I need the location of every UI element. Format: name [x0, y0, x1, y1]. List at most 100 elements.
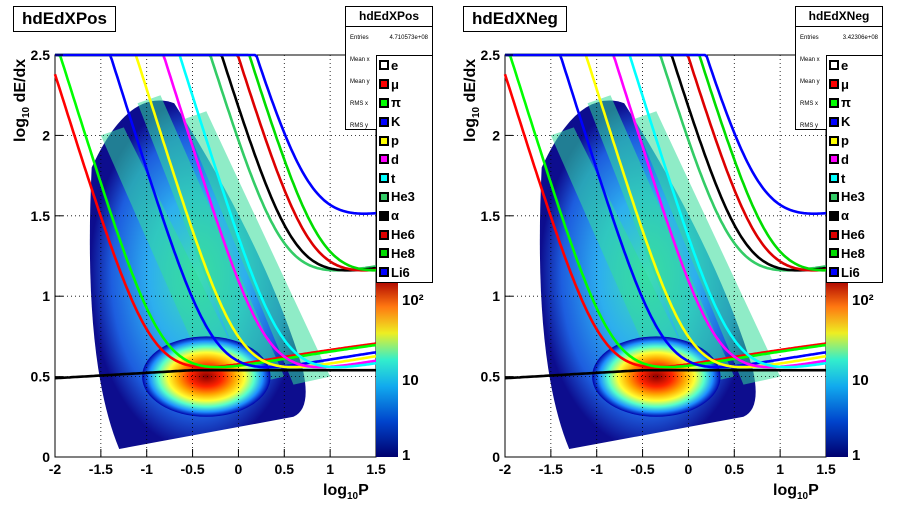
curve-11: [55, 53, 377, 215]
colorbar-tick-label: 1: [402, 447, 410, 464]
y-tick-label: 1: [492, 288, 500, 304]
legend-item: He8: [377, 244, 432, 263]
legend-item: π: [377, 94, 432, 113]
x-tick-label: 0: [235, 461, 243, 477]
legend-item: d: [377, 150, 432, 169]
legend-item: α: [377, 206, 432, 225]
legend-swatch: [379, 97, 389, 108]
stats-label: RMS x: [800, 101, 818, 107]
y-tick-label: 0.5: [481, 369, 501, 385]
y-tick-label: 2.5: [31, 47, 51, 63]
colorbar-tick-label: 10²: [402, 292, 424, 309]
legend-item: Li6: [827, 263, 882, 282]
curve-0: [504, 368, 826, 380]
axes: -2 -1.5 -1 -0.5 0 0.5 1 1.5 0 0.5 1 1.5 2 2.5: [481, 47, 836, 477]
stats-label: Entries: [800, 35, 819, 41]
y-tick-label: 1: [42, 288, 50, 304]
legend-swatch: [829, 191, 839, 202]
stats-label: Mean x: [800, 57, 820, 63]
x-axis-label: log10P: [323, 482, 369, 503]
plot-svg: -2 -1.5 -1 -0.5 0 0.5 1 1.5 0 0.5 1 1.5 2 2.5 1 10 10²: [31, 47, 424, 477]
x-tick-label: -1.5: [89, 461, 113, 477]
legend-swatch: [829, 79, 839, 90]
plot-svg: -2 -1.5 -1 -0.5 0 0.5 1 1.5 0 0.5 1 1.5 2 2.5 1 10 10²: [481, 47, 874, 477]
legend-item: p: [827, 131, 882, 150]
density-band: [100, 127, 248, 385]
legend-swatch: [379, 60, 389, 71]
legend-item: He3: [377, 188, 432, 207]
legend-swatch: [379, 210, 389, 221]
chart-panel-neg: -2 -1.5 -1 -0.5 0 0.5 1 1.5 0 0.5 1 1.5 2 2.5 1 10 10² hd…: [450, 0, 900, 514]
density-core: [592, 336, 721, 417]
colorbar-tick-label: 10: [852, 372, 869, 389]
legend-label: He8: [841, 245, 865, 261]
legend-swatch: [379, 79, 389, 90]
x-tick-label: 1: [326, 461, 334, 477]
x-tick-label: 1.5: [816, 461, 836, 477]
legend-item: μ: [827, 75, 882, 94]
theory-curves: [503, 53, 827, 380]
stats-label: RMS y: [350, 123, 368, 129]
curve-0: [54, 368, 376, 380]
legend-item: He8: [827, 244, 882, 263]
stats-label: RMS y: [800, 123, 818, 129]
legend-label: t: [391, 170, 396, 186]
colorbar: [826, 280, 848, 457]
colorbar-tick-label: 10²: [852, 292, 874, 309]
y-tick-label: 0: [492, 449, 500, 465]
legend-swatch: [379, 267, 389, 278]
legend-item: e: [827, 56, 882, 75]
x-tick-label: 1: [776, 461, 784, 477]
legend-swatch: [379, 116, 389, 127]
legend-swatch: [829, 210, 839, 221]
x-tick-label: -1.5: [539, 461, 563, 477]
legend-label: Li6: [841, 264, 860, 280]
legend-label: K: [391, 114, 401, 130]
legend-swatch: [379, 248, 389, 259]
legend-swatch: [829, 154, 839, 165]
y-tick-label: 2: [42, 127, 50, 143]
grid: [505, 55, 826, 457]
legend-item: He6: [377, 225, 432, 244]
x-tick-label: -1: [590, 461, 603, 477]
chart-title: hdEdXPos: [13, 6, 117, 32]
legend-label: μ: [391, 76, 399, 92]
colorbar: [376, 280, 398, 457]
legend-swatch: [379, 135, 389, 146]
stats-label: Mean x: [350, 57, 370, 63]
colorbar-tick-label: 10: [402, 372, 419, 389]
legend-item: t: [377, 169, 432, 188]
stats-value: 4.710573e+08: [389, 35, 428, 41]
legend-swatch: [379, 229, 389, 240]
x-tick-label: 0: [685, 461, 693, 477]
legend-label: t: [841, 170, 846, 186]
x-tick-label: -0.5: [631, 461, 655, 477]
legend-label: He6: [391, 227, 415, 243]
stats-label: Mean y: [350, 79, 370, 85]
legend-item: He3: [827, 188, 882, 207]
y-tick-label: 1.5: [481, 208, 501, 224]
y-tick-label: 2: [492, 127, 500, 143]
legend-label: π: [391, 95, 401, 111]
legend-item: α: [827, 206, 882, 225]
y-tick-label: 0: [42, 449, 50, 465]
y-tick-label: 1.5: [31, 208, 51, 224]
legend-item: K: [827, 112, 882, 131]
stats-row: Entries 4.710573e+08: [346, 27, 432, 49]
x-tick-label: 0.5: [275, 461, 295, 477]
legend-swatch: [379, 154, 389, 165]
stats-row: Entries 3.42306e+08: [796, 27, 882, 49]
density-band: [550, 127, 698, 385]
y-axis-label: log10 dE/dx: [12, 58, 33, 142]
legend-label: He3: [391, 189, 415, 205]
theory-curves: [53, 53, 377, 380]
legend-swatch: [829, 229, 839, 240]
x-tick-label: -2: [499, 461, 512, 477]
legend-label: p: [391, 133, 399, 149]
legend-label: e: [391, 57, 399, 73]
chart-title: hdEdXNeg: [463, 6, 567, 32]
legend-item: μ: [377, 75, 432, 94]
legend-swatch: [379, 173, 389, 184]
stats-title: hdEdXNeg: [796, 7, 882, 27]
legend-swatch: [829, 248, 839, 259]
